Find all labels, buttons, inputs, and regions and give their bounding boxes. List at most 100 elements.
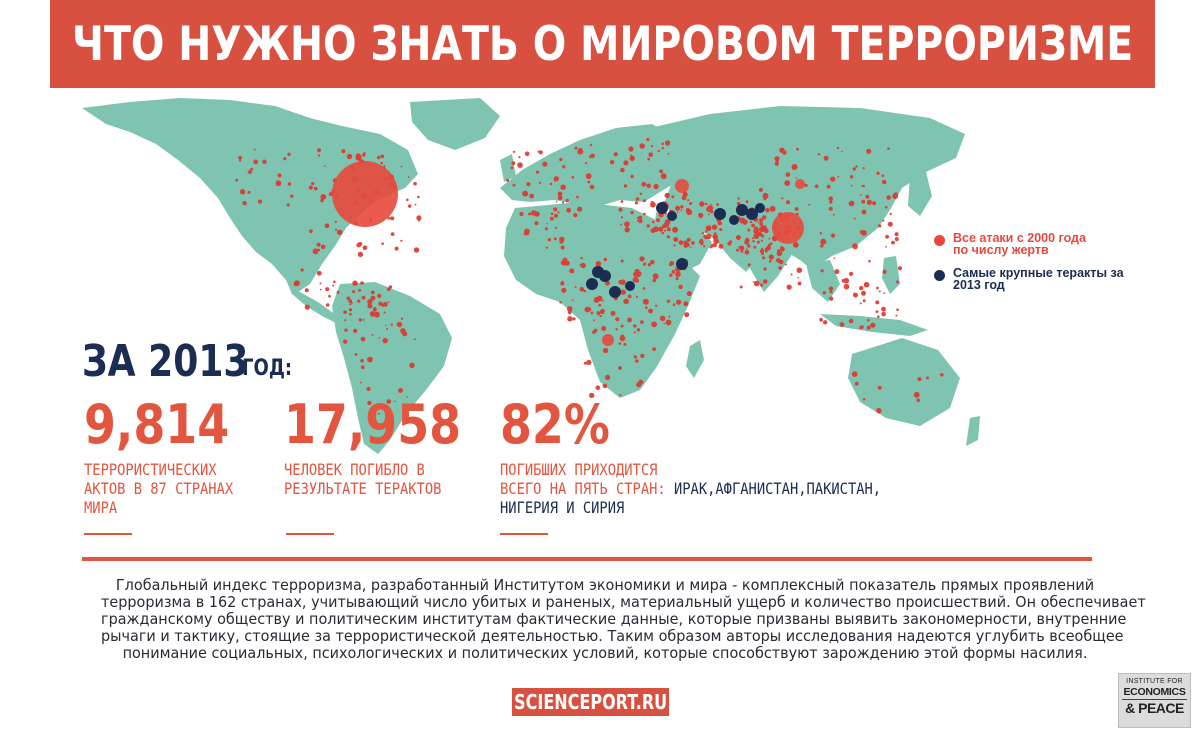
attack-dot (367, 400, 372, 406)
attack-dot (601, 326, 607, 331)
attack-dot (860, 325, 864, 329)
attack-dot (638, 215, 643, 220)
description-line: рычаги и тактику, стоящие за террористич… (101, 627, 1124, 645)
attack-dot (640, 353, 645, 358)
attack-dot (287, 182, 292, 186)
year-main: ЗА 2013 (82, 336, 249, 387)
attack-dot (760, 239, 764, 242)
attack-dot (761, 252, 764, 256)
attack-dot (615, 328, 618, 331)
attack-dot (894, 232, 899, 237)
attack-dot (791, 164, 798, 170)
attack-dot (542, 161, 548, 167)
attack-dot (639, 143, 645, 149)
attack-dot (763, 196, 767, 201)
attack-dot (560, 281, 565, 286)
attack-dot (765, 207, 770, 213)
attack-dot (832, 213, 835, 216)
attack-dot (768, 254, 774, 260)
attack-dot (352, 280, 358, 286)
attack-dot (378, 337, 381, 339)
attack-dot (786, 200, 790, 205)
attack-dot (859, 194, 862, 196)
attack-dot (394, 246, 399, 251)
attack-dot (517, 162, 523, 168)
iep-logo: INSTITUTE FOR ECONOMICS & PEACE (1118, 673, 1191, 728)
attack-dot (555, 201, 558, 203)
attack-dot (602, 383, 608, 389)
attack-dot (786, 284, 792, 290)
logo-line: ECONOMICS (1123, 686, 1186, 698)
legend-label: по числу жертв (953, 243, 1049, 257)
attack-dot (407, 176, 410, 178)
attack-dot (664, 140, 671, 146)
attack-dot (767, 243, 772, 247)
attack-dot (686, 291, 692, 297)
attack-dot (549, 216, 554, 221)
attack-dot (850, 184, 853, 187)
attack-dot (357, 251, 364, 258)
attack-dot (590, 153, 595, 158)
attack-dot (651, 220, 655, 224)
attack-dot (884, 206, 888, 209)
attack-dot (762, 217, 765, 220)
attack-dot (862, 185, 866, 188)
attack-dot (539, 181, 542, 184)
attack-dot (653, 226, 659, 233)
attack-dot (629, 155, 635, 162)
attack-dot (387, 301, 390, 304)
attack-dot (886, 195, 891, 200)
attack-dot (642, 287, 646, 290)
attack-dot (262, 159, 267, 164)
attack-dot (683, 243, 688, 248)
attack-dot (851, 371, 858, 377)
description-line: терроризма в 162 странах, учитывающий чи… (101, 593, 1146, 611)
attack-dot (828, 206, 833, 211)
attack-dot (534, 221, 539, 226)
attack-dot (635, 279, 640, 283)
attack-dot (661, 231, 665, 235)
asia-landmass (650, 106, 965, 272)
attack-dot (758, 226, 765, 233)
attack-dot (727, 241, 732, 246)
attack-dot (557, 191, 563, 197)
attack-dot (317, 148, 321, 153)
southeast-asia-landmass (806, 260, 840, 302)
attack-dot (561, 201, 565, 204)
attack-dot (653, 183, 659, 190)
stat-description: ПОГИБШИХ ПРИХОДИТСЯ ВСЕГО НА ПЯТЬ СТРАН:… (500, 460, 881, 517)
attack-dot (620, 167, 625, 173)
attack-dot (400, 317, 403, 320)
attack-dot (370, 290, 375, 295)
attack-dot (643, 212, 646, 216)
attack-dot (781, 197, 784, 200)
attack-dot (882, 269, 887, 274)
attack-dot (595, 261, 602, 267)
attack-dot (792, 242, 799, 248)
attack-dot (881, 174, 885, 177)
attack-dot (334, 228, 338, 231)
attack-dot (518, 156, 521, 159)
attack-dot (865, 194, 870, 199)
attack-dot (377, 293, 382, 298)
attack-dot (580, 262, 586, 269)
attack-dot (545, 246, 549, 249)
attack-dot (567, 310, 572, 315)
attack-dot (703, 245, 706, 248)
attack-dot (603, 347, 609, 354)
attack-dot (554, 179, 556, 182)
attack-dot (650, 200, 654, 204)
attack-dot (675, 205, 681, 211)
attack-dot (328, 294, 331, 298)
attack-dot (325, 287, 330, 292)
attack-dot (358, 318, 362, 322)
north-america-landmass (82, 98, 418, 292)
attack-dot (852, 167, 856, 171)
attack-dot (686, 237, 691, 242)
attack-dot (666, 227, 671, 232)
attack-dot (852, 243, 858, 250)
attack-dot (312, 248, 319, 255)
attack-dot (354, 353, 358, 356)
attack-dot (360, 281, 364, 285)
attack-dot (360, 336, 366, 342)
